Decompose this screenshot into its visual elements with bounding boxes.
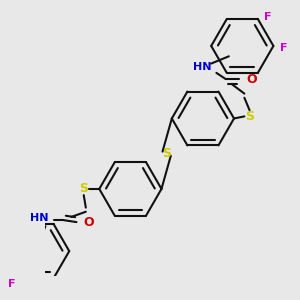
Text: HN: HN [193,62,211,72]
Text: F: F [265,12,272,22]
Text: S: S [162,147,171,160]
Text: F: F [8,279,16,289]
Text: S: S [79,182,88,195]
Text: HN: HN [30,213,48,223]
Text: S: S [245,110,254,123]
Text: F: F [280,43,287,53]
Text: O: O [246,73,257,85]
Text: O: O [84,216,94,229]
